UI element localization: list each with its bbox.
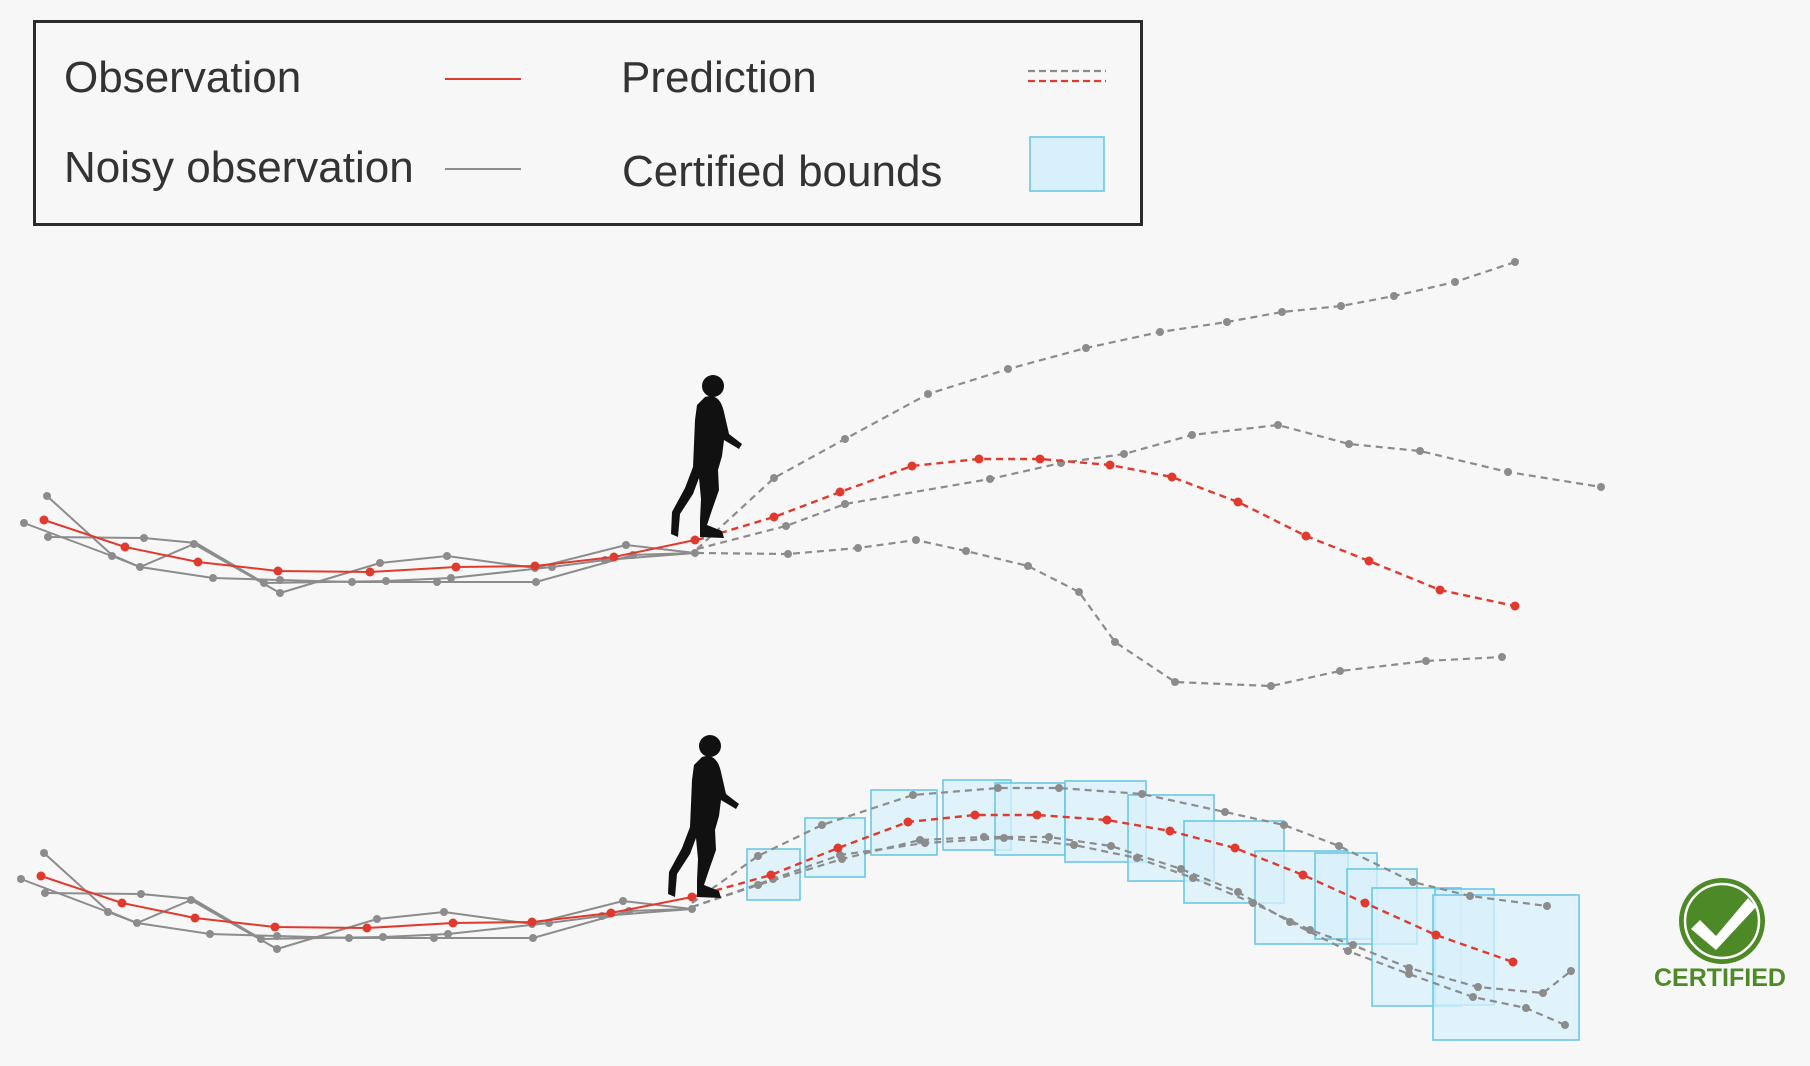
observation-points: [36, 871, 697, 933]
walking-person-icon: [668, 735, 739, 898]
legend-label-observation: Observation: [64, 53, 302, 102]
certified-badge-icon: [1679, 878, 1765, 964]
noisy-points: [17, 849, 696, 953]
certified-bounds: [746, 779, 1580, 1041]
prediction-red-points: [766, 810, 1518, 967]
prediction-red: [696, 457, 1516, 608]
uncertified-panel: [20, 258, 1605, 690]
certified-badge-label: CERTIFIED: [1654, 964, 1786, 992]
prediction-gray-points: [754, 784, 1575, 1029]
legend-label-prediction: Prediction: [621, 53, 817, 102]
legend-label-noisy-observation: Noisy observation: [64, 143, 414, 192]
legend-symbol-observation: [445, 78, 521, 80]
prediction-red-points: [769, 454, 1520, 611]
noisy-predictions: [696, 260, 1602, 688]
observation-points: [39, 515, 700, 577]
prediction-gray-1: [696, 260, 1516, 550]
noisy-track-2: [43, 852, 693, 951]
prediction-gray-2: [691, 835, 1566, 1027]
legend-symbol-certified-bounds: [1029, 136, 1105, 192]
bound-box: [994, 782, 1066, 856]
check-icon: [1691, 898, 1756, 950]
certified-panel: [17, 735, 1765, 1041]
walking-person-icon: [671, 375, 742, 538]
bound-box: [1432, 894, 1580, 1041]
legend-symbol-noisy-observation: [445, 168, 521, 170]
prediction-gray-points: [770, 258, 1605, 690]
legend: Observation Noisy observation Prediction…: [33, 20, 1143, 226]
legend-symbol-prediction: [1028, 69, 1106, 83]
noisy-points: [20, 492, 699, 597]
prediction-gray-2: [696, 423, 1602, 551]
prediction-gray-3: [696, 538, 1503, 688]
noisy-track-2: [46, 495, 696, 595]
legend-label-certified-bounds: Certified bounds: [622, 147, 943, 196]
